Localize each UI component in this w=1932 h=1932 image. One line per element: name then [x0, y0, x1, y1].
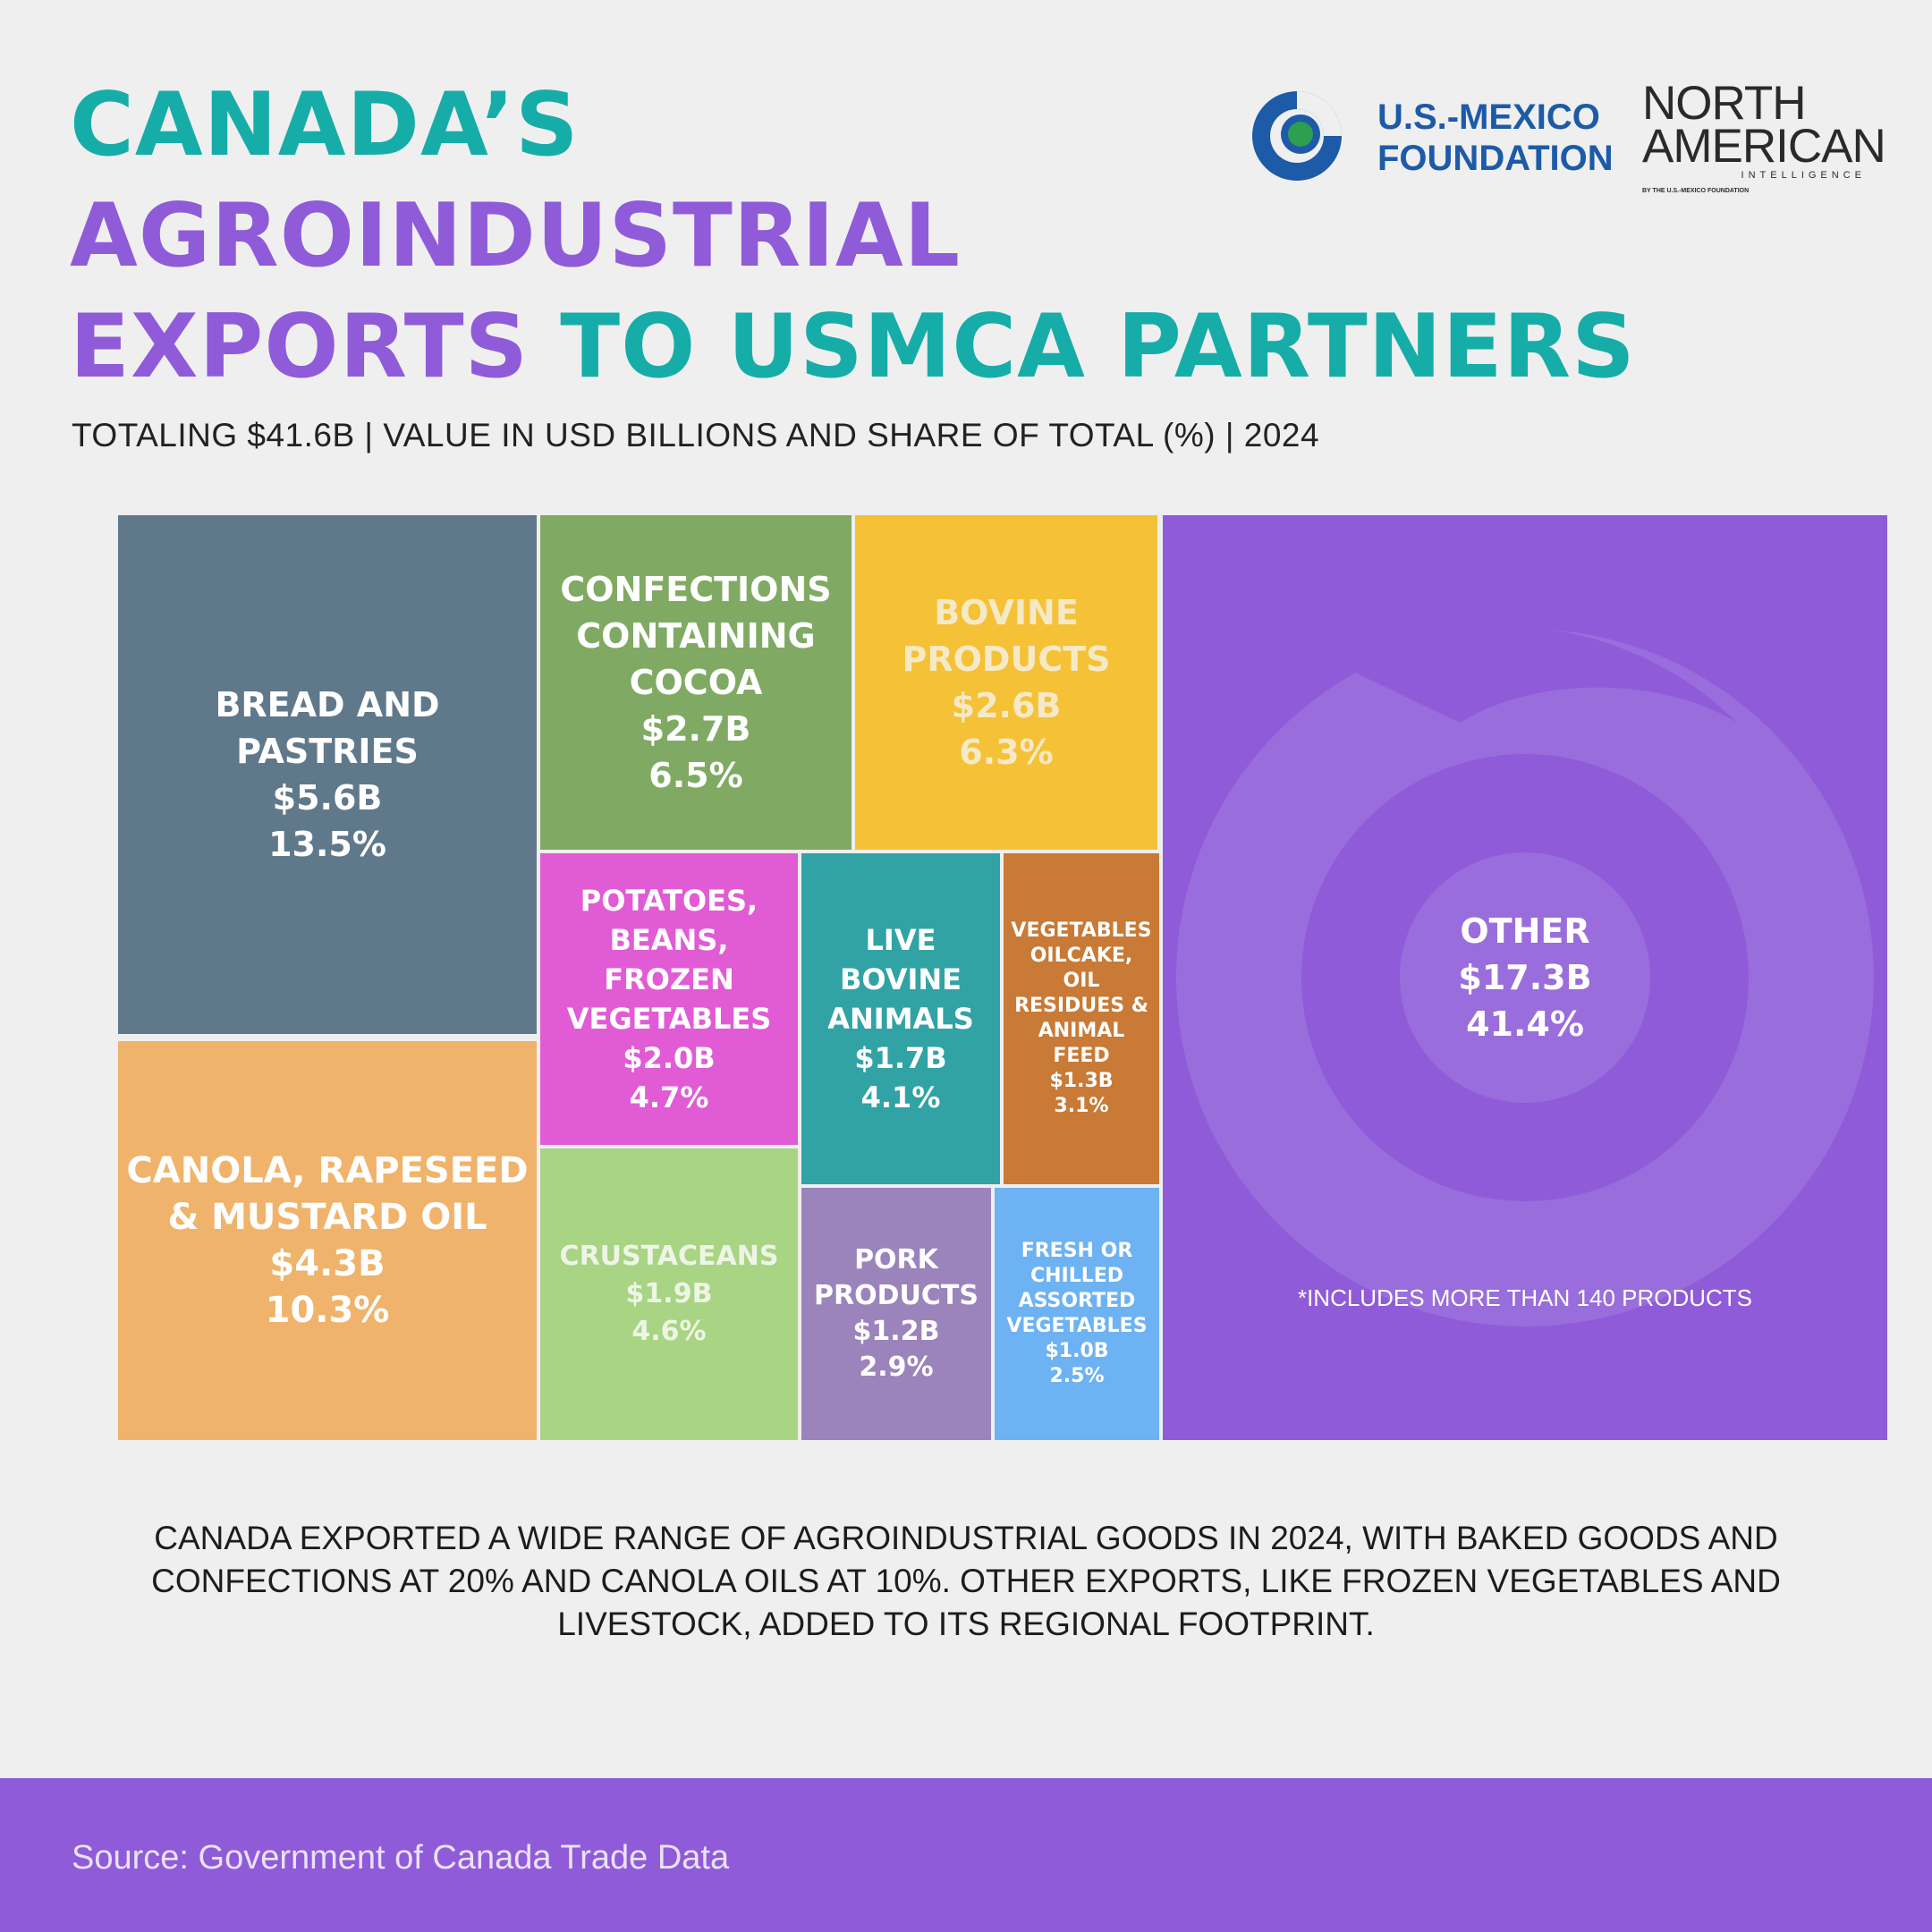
tile-value: $4.3B — [269, 1243, 386, 1284]
tile-value: $1.7B — [854, 1041, 947, 1075]
tile-value: $1.9B — [625, 1278, 713, 1309]
tile-share: 6.5% — [648, 756, 743, 795]
title-line-1: CANADA’S — [70, 74, 580, 176]
caption: CANADA EXPORTED A WIDE RANGE OF AGROINDU… — [151, 1520, 1781, 1642]
tile-value: $2.6B — [951, 686, 1062, 725]
tile-label: BOVINE PRODUCTS — [902, 593, 1111, 679]
other-note: *INCLUDES MORE THAN 140 PRODUCTS — [1297, 1284, 1753, 1311]
tile-value: $1.2B — [852, 1316, 940, 1347]
usmf-line-1: U.S.-MEXICO — [1377, 97, 1600, 137]
treemap-tile: POTATOES, BEANS, FROZEN VEGETABLES $2.0B 4… — [540, 853, 798, 1145]
title-line-2: AGROINDUSTRIAL — [70, 185, 962, 287]
tile-share: 4.6% — [631, 1316, 707, 1347]
treemap-tile: BOVINE PRODUCTS $2.6B 6.3% — [855, 515, 1157, 850]
tile-value: $2.0B — [623, 1041, 716, 1075]
treemap-tile: CRUSTACEANS $1.9B 4.6% — [540, 1148, 798, 1440]
usmf-wordmark: U.S.-MEXICO FOUNDATION — [1377, 97, 1614, 179]
title-line-3b: TO USMCA PARTNERS — [529, 296, 1636, 398]
source-note: Source: Government of Canada Trade Data — [72, 1839, 730, 1877]
treemap-tile: VEGETABLES OILCAKE, OIL RESIDUES & ANIMA… — [1004, 853, 1159, 1184]
tile-value: $1.0B — [1045, 1340, 1109, 1362]
tile-label: CANOLA, RAPESEED & MUSTARD OIL — [126, 1150, 529, 1238]
treemap-tile: BREAD AND PASTRIES $5.6B 13.5% — [118, 515, 537, 1034]
tile-share: 13.5% — [268, 825, 386, 864]
tile-label: CONFECTIONS CONTAINING COCOA — [560, 570, 832, 702]
usmf-swirl-icon — [1252, 91, 1342, 181]
tile-label: LIVE BOVINE ANIMALS — [827, 923, 974, 1036]
tile-share: 4.7% — [629, 1080, 709, 1114]
tile-label: VEGETABLES OILCAKE, OIL RESIDUES & ANIMA… — [1011, 919, 1152, 1067]
usmf-logo: U.S.-MEXICO FOUNDATION — [1245, 84, 1614, 191]
usmf-line-2: FOUNDATION — [1377, 139, 1614, 178]
footer-bar — [0, 1778, 1932, 1932]
treemap-tile: CANOLA, RAPESEED & MUSTARD OIL $4.3B 10.3% — [118, 1041, 537, 1440]
tile-label: CRUSTACEANS — [559, 1241, 779, 1272]
nai-line-2: AMERICAN — [1642, 120, 1886, 173]
treemap-tile: OTHER $17.3B 41.4% — [1163, 515, 1887, 1440]
tile-label: POTATOES, BEANS, FROZEN VEGETABLES — [566, 884, 772, 1036]
nai-line-1: NORTH — [1642, 77, 1806, 130]
title-line-3a: EXPORTS — [70, 296, 530, 398]
nai-line-4: BY THE U.S.-MEXICO FOUNDATION — [1642, 188, 1750, 194]
tile-value: $1.3B — [1049, 1070, 1114, 1092]
chart-subtitle: TOTALING $41.6B | VALUE IN USD BILLIONS … — [72, 417, 1320, 453]
tile-label: OTHER — [1460, 911, 1590, 951]
tile-share: 2.5% — [1049, 1365, 1105, 1387]
tile-value: $5.6B — [272, 778, 383, 818]
other-swirl-watermark — [1176, 626, 1874, 1326]
north-american-intelligence-logo: NORTH AMERICAN INTELLIGENCE BY THE U.S.-… — [1642, 77, 1886, 199]
tile-value: $2.7B — [640, 709, 751, 749]
tile-label: FRESH OR CHILLED ASSORTED VEGETABLES — [1006, 1240, 1148, 1337]
tile-value: $17.3B — [1458, 958, 1592, 997]
chart-title: CANADA’S AGROINDUSTRIAL EXPORTS TO USMCA… — [70, 70, 1636, 402]
tile-share: 6.3% — [959, 733, 1054, 772]
treemap-tile: LIVE BOVINE ANIMALS $1.7B 4.1% — [801, 853, 1000, 1184]
tile-share: 3.1% — [1054, 1095, 1109, 1117]
tile-share: 10.3% — [265, 1290, 390, 1331]
tile-share: 2.9% — [859, 1352, 934, 1383]
tile-share: 4.1% — [860, 1080, 941, 1114]
treemap-tile: CONFECTIONS CONTAINING COCOA $2.7B 6.5% — [540, 515, 852, 850]
tile-label: BREAD AND PASTRIES — [215, 685, 440, 771]
tile-label: PORK PRODUCTS — [814, 1244, 979, 1311]
treemap-tile: FRESH OR CHILLED ASSORTED VEGETABLES $1.0… — [995, 1188, 1159, 1440]
nai-line-3: INTELLIGENCE — [1741, 170, 1866, 181]
tile-share: 41.4% — [1466, 1004, 1584, 1044]
treemap-tile: PORK PRODUCTS $1.2B 2.9% — [801, 1188, 991, 1440]
